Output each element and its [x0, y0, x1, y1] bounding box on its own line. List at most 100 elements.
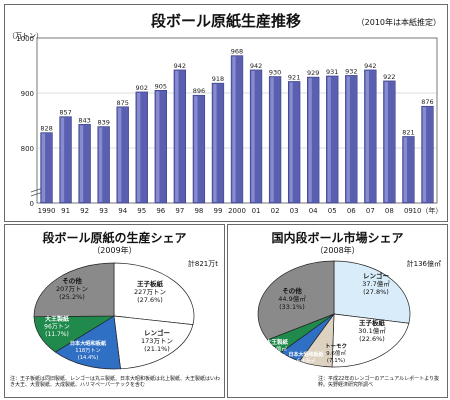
pie-label: 30.1億㎡: [358, 326, 386, 335]
bar-highlight: [308, 78, 312, 202]
bar-value-label: 905: [155, 82, 167, 90]
bar-highlight: [41, 133, 46, 202]
bar-highlight: [270, 77, 274, 202]
pie2-subtitle: （2008年）: [315, 246, 360, 255]
bar-highlight: [118, 107, 122, 202]
bar-value-label: 902: [136, 84, 148, 92]
y-tick-label: 0: [30, 200, 34, 208]
pie-label: 173万トン: [141, 337, 173, 345]
y-tick-label: 1000: [16, 35, 34, 43]
x-tick-label: 02: [271, 207, 280, 215]
bar-highlight: [289, 82, 293, 202]
bar-chart-plot: 0 800 900 1000 828 1990 857 91 843 92 839 93 875 94 90…: [16, 35, 442, 215]
bar-chart-title: 段ボール原紙生産推移: [150, 12, 301, 30]
pie-label: 6.4億㎡: [267, 345, 287, 353]
pie-label: 37.7億㎡: [362, 279, 390, 288]
bar-value-label: 942: [364, 62, 376, 70]
x-tick-label: 91: [61, 207, 70, 215]
pie-label: (25.2%): [59, 293, 85, 301]
bar: [421, 105, 434, 204]
pie-label: 大王製紙: [45, 315, 69, 323]
pie-label: 日本大昭和板紙: [288, 351, 323, 358]
pie-label: (22.6%): [359, 335, 385, 343]
bar-value-label: 876: [421, 98, 433, 106]
x-tick-label: 1990: [38, 207, 56, 215]
bar-highlight: [98, 127, 103, 202]
pie-label: (27.6%): [137, 296, 163, 304]
bar-value-label: 929: [307, 69, 319, 77]
production-trend-chart-panel: 段ボール原紙生産推移 （2010年は本紙推定） （万トン） 0 800 900 100…: [4, 4, 448, 222]
pie-label: 9.6億㎡: [326, 349, 346, 357]
pie1-title: 段ボール原紙の生産シェア: [42, 231, 187, 245]
x-tick-label: 94: [118, 207, 127, 215]
bar-value-label: 930: [269, 69, 281, 77]
x-tick-label: 95: [137, 207, 146, 215]
pie-label: トーモク: [325, 342, 347, 350]
x-tick-label: 09: [404, 207, 413, 215]
bar: [383, 80, 396, 204]
bar-highlight: [422, 107, 427, 202]
pie-label: 96万トン: [44, 324, 70, 331]
bar-highlight: [60, 117, 65, 202]
pie2-title: 国内段ボール市場シェア: [271, 231, 404, 245]
bar: [307, 76, 320, 204]
pie-label: (14.4%): [78, 355, 99, 361]
pie-label: 6.4億㎡: [297, 358, 315, 365]
bar-highlight: [175, 70, 179, 203]
y-axis-unit-label: （万トン）: [8, 32, 43, 40]
pie-label: 日本大昭和板紙: [70, 339, 107, 347]
bar-highlight: [403, 137, 408, 202]
bar-value-label: 843: [78, 116, 90, 124]
bar-value-label: 932: [345, 67, 357, 75]
pie1-subtitle: （2009年）: [92, 246, 137, 255]
bar: [211, 82, 225, 204]
bar: [97, 126, 110, 204]
y-tick-label: 900: [21, 90, 34, 98]
bar: [192, 94, 206, 204]
pie-label: その他: [62, 276, 82, 285]
bar: [364, 69, 377, 204]
pie-label: 227万トン: [134, 288, 166, 296]
pie-label: (4.7%): [268, 354, 286, 360]
bar-highlight: [156, 91, 160, 202]
bar: [326, 75, 339, 204]
pie-slice: [333, 260, 411, 324]
bar-chart-subtitle: （2010年は本紙推定）: [356, 18, 441, 27]
bar-value-label: 896: [193, 87, 205, 95]
pie-label: 王子板紙: [359, 318, 386, 327]
bar-value-label: 942: [250, 62, 262, 70]
x-tick-label: 08: [385, 207, 394, 215]
bar: [345, 75, 358, 204]
bar: [268, 76, 282, 204]
bar-value-label: 922: [383, 73, 395, 81]
pie-label: 44.9億㎡: [278, 294, 306, 303]
production-share-pie-panel: 段ボール原紙の生産シェア （2009年） 計821万t 王子板紙 227万トン (2…: [4, 224, 225, 398]
bar-value-label: 857: [59, 109, 71, 117]
bar-value-label: 918: [212, 75, 224, 83]
pie-label: 王子板紙: [137, 279, 164, 288]
bar-highlight: [327, 76, 331, 202]
x-tick-label: 92: [80, 207, 89, 215]
pie-slice: [331, 313, 410, 368]
bar: [78, 124, 91, 204]
x-tick-label: 97: [175, 207, 184, 215]
pie-label: レンゴー: [144, 328, 170, 337]
bar-highlight: [79, 125, 84, 202]
x-tick-label: 04: [309, 207, 318, 215]
bar-highlight: [365, 70, 369, 203]
x-tick-label: 07: [366, 207, 375, 215]
pie-slice: [257, 260, 335, 341]
pie-label: (33.1%): [279, 303, 305, 311]
bar: [249, 69, 263, 204]
bar: [173, 69, 187, 204]
bar-value-label: 828: [40, 125, 52, 133]
bar-value-label: 942: [174, 62, 186, 70]
pie-label: (21.1%): [144, 345, 170, 353]
y-tick-label: 800: [21, 145, 34, 153]
x-tick-label: 98: [194, 207, 203, 215]
pie-label: レンゴー: [363, 271, 389, 280]
bar-highlight: [251, 70, 255, 203]
bar-value-label: 931: [326, 68, 338, 76]
bar: [402, 136, 415, 204]
